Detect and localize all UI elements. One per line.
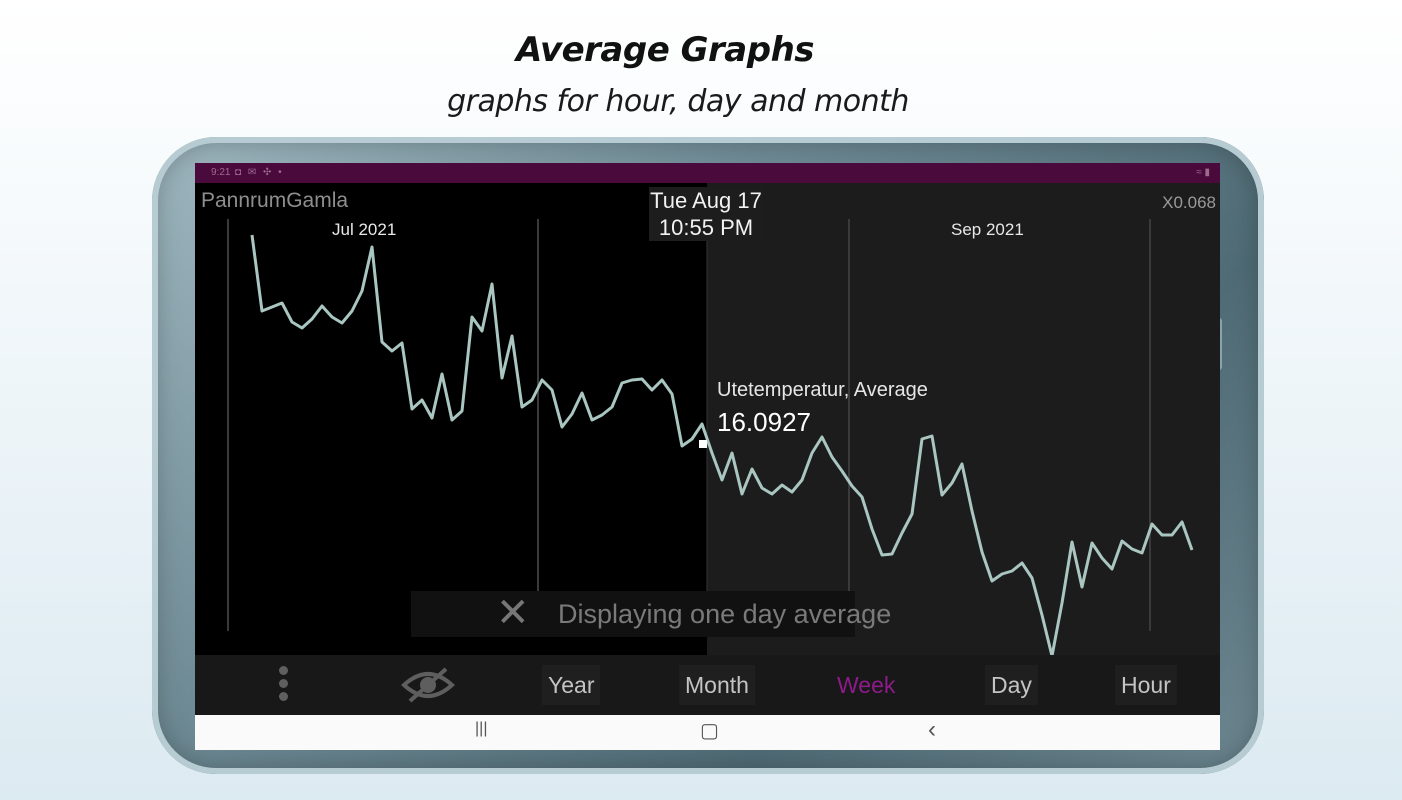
- recents-icon[interactable]: |||: [475, 720, 488, 737]
- status-bar: 9:21 ◘ ✉ ✣ • ≈ ▮: [195, 163, 1220, 183]
- cursor-time: 10:55 PM: [658, 215, 754, 240]
- status-time: 9:21: [211, 167, 231, 178]
- promo-subtitle: graphs for hour, day and month: [447, 84, 909, 119]
- promo-title: Average Graphs: [515, 30, 815, 70]
- cursor-point: [699, 440, 707, 448]
- hour-button[interactable]: Hour: [1115, 665, 1177, 705]
- more-vertical-icon[interactable]: [275, 663, 291, 707]
- year-button[interactable]: Year: [542, 665, 601, 705]
- average-hint: ✕ Displaying one day average: [492, 591, 891, 637]
- close-icon[interactable]: ✕: [496, 591, 530, 635]
- month-label: Jul 2021: [332, 220, 397, 239]
- week-button[interactable]: Week: [837, 672, 896, 698]
- zoom-level: X0.068: [1162, 193, 1216, 212]
- graph-area[interactable]: PannrumGamla X0.068 Tue Aug 17 10:55 PM …: [195, 183, 1220, 655]
- notification-icons: ◘ ✉ ✣ •: [235, 167, 284, 178]
- month-label: Sep 2021: [951, 220, 1024, 239]
- value-series-name: Utetemperatur, Average: [717, 379, 928, 401]
- hint-text: Displaying one day average: [558, 599, 892, 629]
- day-button[interactable]: Day: [985, 665, 1038, 705]
- temperature-average-line: [250, 234, 1194, 655]
- home-icon[interactable]: ▢: [700, 720, 719, 742]
- wifi-battery-icon: ≈ ▮: [1196, 167, 1210, 178]
- month-button[interactable]: Month: [679, 665, 755, 705]
- sensor-name[interactable]: PannrumGamla: [201, 189, 349, 212]
- graph-canvas: [227, 219, 1194, 655]
- app-screen: 9:21 ◘ ✉ ✣ • ≈ ▮ PannrumGamla X0.068 Tue…: [195, 163, 1220, 750]
- hint-background: [411, 591, 855, 637]
- value-reading: 16.0927: [717, 407, 811, 437]
- toolbar: Year Month Week Day Hour: [195, 655, 1220, 715]
- cursor-datetime: Tue Aug 17 10:55 PM: [649, 187, 763, 241]
- back-icon[interactable]: ‹: [928, 716, 936, 743]
- cursor-date: Tue Aug 17: [650, 188, 762, 213]
- android-nav-bar: ||| ▢ ‹: [195, 715, 1220, 750]
- eye-off-icon[interactable]: [400, 665, 456, 705]
